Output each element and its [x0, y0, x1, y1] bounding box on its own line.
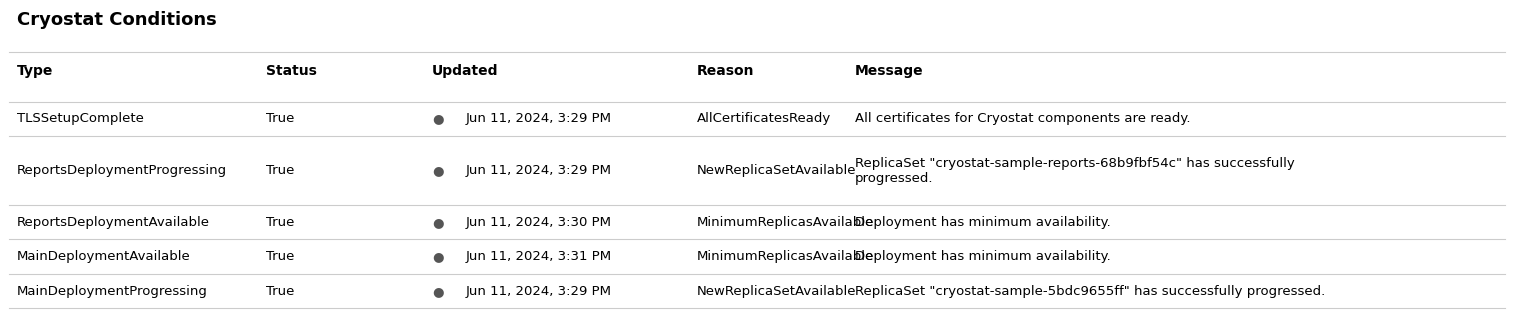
- Text: ReplicaSet "cryostat-sample-5bdc9655ff" has successfully progressed.: ReplicaSet "cryostat-sample-5bdc9655ff" …: [855, 285, 1325, 298]
- Text: True: True: [266, 285, 294, 298]
- Text: Deployment has minimum availability.: Deployment has minimum availability.: [855, 216, 1111, 229]
- Text: ReplicaSet "cryostat-sample-reports-68b9fbf54c" has successfully
progressed.: ReplicaSet "cryostat-sample-reports-68b9…: [855, 156, 1294, 185]
- Text: MainDeploymentAvailable: MainDeploymentAvailable: [17, 250, 191, 263]
- Text: True: True: [266, 216, 294, 229]
- Text: NewReplicaSetAvailable: NewReplicaSetAvailable: [696, 164, 855, 177]
- Text: TLSSetupComplete: TLSSetupComplete: [17, 112, 144, 125]
- Text: Jun 11, 2024, 3:29 PM: Jun 11, 2024, 3:29 PM: [465, 164, 612, 177]
- Text: Type: Type: [17, 64, 53, 78]
- Text: MinimumReplicasAvailable: MinimumReplicasAvailable: [696, 250, 874, 263]
- Text: Message: Message: [855, 64, 924, 78]
- Text: Cryostat Conditions: Cryostat Conditions: [17, 11, 217, 29]
- Text: True: True: [266, 250, 294, 263]
- Text: AllCertificatesReady: AllCertificatesReady: [696, 112, 831, 125]
- Text: Deployment has minimum availability.: Deployment has minimum availability.: [855, 250, 1111, 263]
- Text: ●: ●: [431, 164, 444, 177]
- Text: ReportsDeploymentProgressing: ReportsDeploymentProgressing: [17, 164, 227, 177]
- Text: ●: ●: [431, 112, 444, 125]
- Text: ●: ●: [431, 250, 444, 263]
- Text: Status: Status: [266, 64, 316, 78]
- Text: Jun 11, 2024, 3:29 PM: Jun 11, 2024, 3:29 PM: [465, 285, 612, 298]
- Text: MainDeploymentProgressing: MainDeploymentProgressing: [17, 285, 207, 298]
- Text: Reason: Reason: [696, 64, 754, 78]
- Text: ReportsDeploymentAvailable: ReportsDeploymentAvailable: [17, 216, 209, 229]
- Text: True: True: [266, 112, 294, 125]
- Text: Updated: Updated: [431, 64, 498, 78]
- Text: Jun 11, 2024, 3:31 PM: Jun 11, 2024, 3:31 PM: [465, 250, 612, 263]
- Text: MinimumReplicasAvailable: MinimumReplicasAvailable: [696, 216, 874, 229]
- Text: NewReplicaSetAvailable: NewReplicaSetAvailable: [696, 285, 855, 298]
- Text: True: True: [266, 164, 294, 177]
- Text: ●: ●: [431, 285, 444, 298]
- Text: Jun 11, 2024, 3:29 PM: Jun 11, 2024, 3:29 PM: [465, 112, 612, 125]
- Text: All certificates for Cryostat components are ready.: All certificates for Cryostat components…: [855, 112, 1190, 125]
- Text: ●: ●: [431, 216, 444, 229]
- Text: Jun 11, 2024, 3:30 PM: Jun 11, 2024, 3:30 PM: [465, 216, 612, 229]
